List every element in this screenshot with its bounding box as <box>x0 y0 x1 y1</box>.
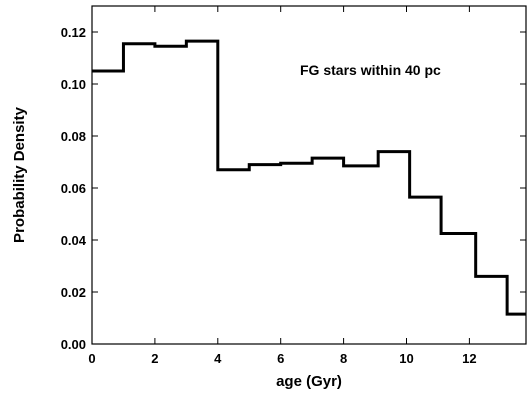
y-tick-label: 0.12 <box>61 25 86 40</box>
step-line-series <box>92 39 526 316</box>
chart-annotation: FG stars within 40 pc <box>300 62 441 78</box>
x-tick-label: 2 <box>151 351 158 366</box>
axis-ticks <box>91 6 526 345</box>
y-tick-label: 0.00 <box>61 337 86 352</box>
x-tick-label: 4 <box>214 351 222 366</box>
y-tick-label: 0.06 <box>61 181 86 196</box>
x-tick-label: 8 <box>340 351 347 366</box>
y-tick-label: 0.04 <box>61 233 87 248</box>
x-tick-label: 0 <box>88 351 95 366</box>
x-tick-label: 10 <box>399 351 413 366</box>
y-tick-label: 0.08 <box>61 129 86 144</box>
plot-area <box>91 5 527 345</box>
y-tick-label: 0.02 <box>61 285 86 300</box>
tick-labels: 0 2 4 6 8 10 12 0.00 0.02 0.04 0.06 0.08 0.10 0.12 <box>61 25 477 366</box>
x-tick-label: 6 <box>277 351 284 366</box>
y-tick-label: 0.10 <box>61 77 86 92</box>
x-axis-label: age (Gyr) <box>276 373 342 390</box>
x-tick-label: 12 <box>462 351 476 366</box>
y-axis-label: Probability Density <box>11 106 28 243</box>
